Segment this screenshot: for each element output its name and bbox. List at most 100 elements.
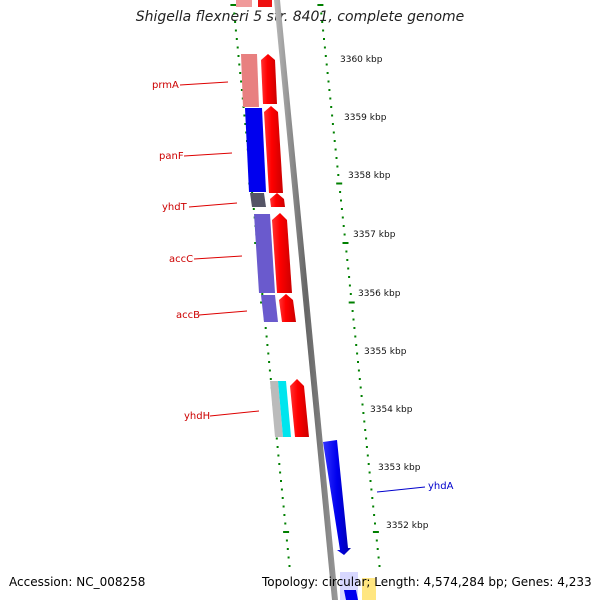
gene-labels: prmA panF yhdT accC accB yhdH yhdA xyxy=(152,80,454,493)
outer-tick-track-tick xyxy=(371,497,374,499)
outer-tick-track-tick xyxy=(372,505,375,508)
kbp-label-3355: 3355 kbp xyxy=(364,347,407,357)
inner-tick-track-tick xyxy=(237,55,240,57)
outer-tick-track-tick xyxy=(362,412,365,414)
outer-tick-track-tick xyxy=(363,420,366,423)
outer-tick-track-tick xyxy=(334,148,337,151)
outer-tick-track-tick xyxy=(325,63,328,66)
cog-block-bottom-yellow xyxy=(362,578,376,600)
outer-tick-track-tick xyxy=(323,46,326,49)
outer-tick-track-tick xyxy=(348,284,351,287)
outer-tick-track-tick xyxy=(355,344,358,346)
outer-tick-track-tick xyxy=(330,106,333,108)
outer-tick-track-tick xyxy=(368,471,371,474)
cog-block-top-pink xyxy=(236,0,252,7)
outer-tick-track-tick xyxy=(345,250,348,253)
inner-tick-track-tick xyxy=(238,63,241,66)
outer-tick-track-tick xyxy=(378,565,381,567)
kbp-label-3360: 3360 kbp xyxy=(340,55,383,65)
outer-tick-track-tick xyxy=(333,140,336,142)
inner-tick-track-tick xyxy=(280,488,283,491)
inner-tick-track-tick xyxy=(234,21,237,23)
inner-tick-track-tick xyxy=(236,46,239,49)
inner-tick-track-tick xyxy=(240,89,243,91)
outer-tick-track-tick xyxy=(367,463,370,465)
outer-tick-track-tick xyxy=(365,446,368,448)
leader-line-panF xyxy=(183,152,233,157)
outer-tick-track-tick xyxy=(358,378,361,380)
kbp-label-3359: 3359 kbp xyxy=(344,113,387,123)
inner-tick-track-tick xyxy=(264,327,267,329)
outer-tick-track-tick xyxy=(329,97,332,100)
outer-tick-track-tick xyxy=(357,361,359,363)
gene-arrow-bottom-blue xyxy=(344,590,358,600)
outer-tick-track-tick xyxy=(340,199,342,202)
inner-tick-track-tick xyxy=(230,4,237,6)
outer-tick-track-tick xyxy=(341,216,344,219)
gene-arrow-yhdA xyxy=(323,440,351,555)
gene-label-panF: panF xyxy=(159,151,184,162)
kbp-label-3356: 3356 kbp xyxy=(358,289,401,299)
gene-arrow-panF xyxy=(264,106,283,193)
outer-tick-track-tick xyxy=(370,488,373,491)
outer-tick-track-tick xyxy=(339,191,342,193)
leader-line-yhdH xyxy=(209,410,260,417)
inner-tick-track-tick xyxy=(279,471,282,474)
inner-tick-track-tick xyxy=(268,361,271,363)
outer-tick-track-tick xyxy=(336,165,339,168)
outer-tick-track-tick xyxy=(361,403,364,406)
kbp-label-3354: 3354 kbp xyxy=(370,405,413,415)
outer-tick-track-tick xyxy=(342,242,349,244)
cog-block-yhdH-cyan xyxy=(278,381,291,437)
outer-tick-track-tick xyxy=(374,522,376,525)
cog-block-accB xyxy=(261,295,278,322)
inner-tick-track-tick xyxy=(288,565,291,567)
outer-tick-track-tick xyxy=(347,267,350,270)
gene-arrows xyxy=(261,54,358,600)
outer-tick-track-tick xyxy=(364,429,367,431)
inner-tick-track-tick xyxy=(278,463,281,465)
inner-tick-track-tick xyxy=(233,12,236,15)
leader-line-accB xyxy=(198,310,248,316)
inner-tick-track-tick xyxy=(283,531,290,533)
cog-block-yhdH-grey xyxy=(270,381,283,437)
gene-label-accC: accC xyxy=(169,254,193,265)
kbp-label-3357: 3357 kbp xyxy=(353,230,396,240)
outer-tick-track-tick xyxy=(359,386,362,389)
kbp-label-3352: 3352 kbp xyxy=(386,521,429,531)
outer-tick-track-tick xyxy=(322,29,325,32)
outer-tick-track-tick xyxy=(321,21,324,23)
outer-tick-track-tick xyxy=(323,38,325,40)
outer-tick-track-tick xyxy=(331,114,334,117)
gene-label-prmA: prmA xyxy=(152,80,179,91)
map-title: Shigella flexneri 5 str. 8401, complete … xyxy=(135,9,465,25)
kbp-label-3358: 3358 kbp xyxy=(348,171,391,181)
outer-tick-track-tick xyxy=(349,293,352,295)
outer-tick-track-tick xyxy=(365,437,368,440)
genome-backbone xyxy=(274,0,338,600)
inner-tick-track-tick xyxy=(240,80,243,83)
gene-arrow-accC xyxy=(272,213,292,293)
inner-tick-track-tick xyxy=(287,556,290,559)
outer-tick-track-tick xyxy=(346,259,349,261)
inner-tick-track-tick xyxy=(284,522,287,525)
inner-tick-track-tick xyxy=(277,454,280,457)
genome-stats-text: Topology: circular; Length: 4,574,284 bp… xyxy=(262,575,592,589)
inner-tick-track-tick xyxy=(283,514,286,516)
outer-tick-track-tick xyxy=(335,157,338,159)
inner-tick-track-tick xyxy=(269,378,272,380)
outer-tick-track-tick xyxy=(375,539,378,542)
outer-tick-track-tick xyxy=(356,352,359,355)
cog-block-yhdT xyxy=(250,193,266,207)
outer-tick-track-tick xyxy=(376,548,379,550)
kbp-scale: 3360 kbp 3359 kbp 3358 kbp 3357 kbp 3356… xyxy=(340,55,429,531)
outer-tick-track-tick xyxy=(352,318,355,321)
outer-tick-track-tick xyxy=(357,369,360,372)
outer-tick-track-tick xyxy=(348,276,351,278)
gene-label-accB: accB xyxy=(176,310,200,321)
cog-block-top-red xyxy=(258,0,272,7)
outer-tick-track-tick xyxy=(348,301,355,304)
inner-tick-track-tick xyxy=(267,352,270,355)
inner-tick-track-tick xyxy=(276,446,279,448)
